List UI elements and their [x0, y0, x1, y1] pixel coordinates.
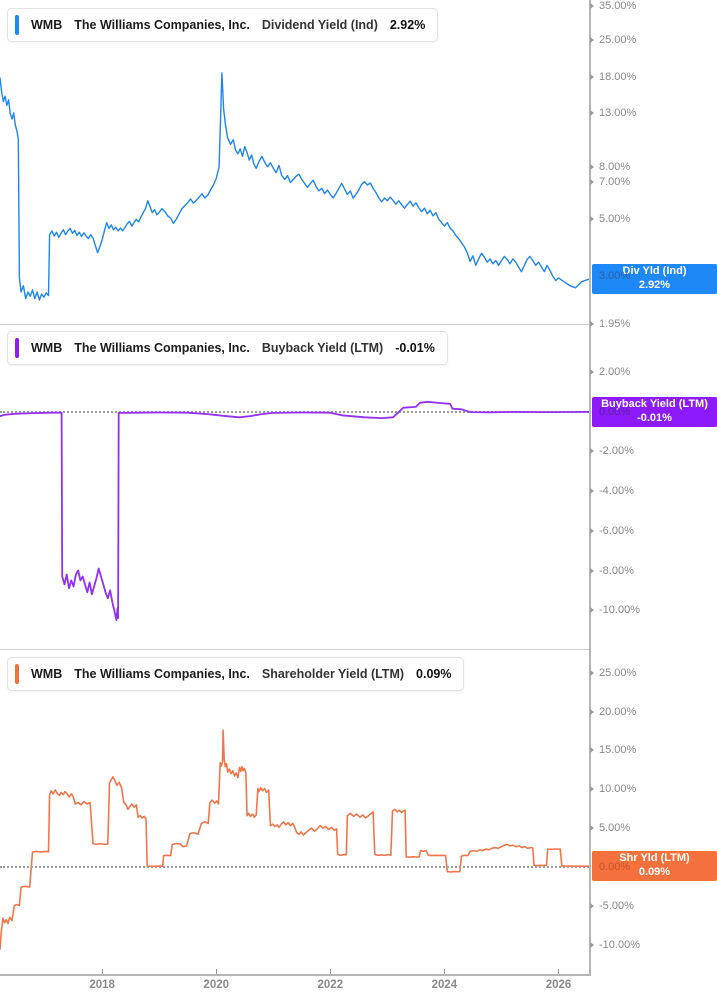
tick-arrow-icon [590, 216, 594, 223]
series-color-bar [15, 338, 19, 358]
y-axis-tick-label-covered: 3.00% [599, 270, 631, 283]
x-axis-tick-mark [215, 969, 217, 974]
y-axis-tick-label-covered: 0.00% [599, 405, 631, 418]
series-line-buyback-yield [0, 400, 590, 622]
ticker-symbol: WMB [31, 667, 63, 681]
y-axis-tick-label: 2.00% [599, 366, 631, 378]
series-line-dividend-yield [0, 72, 590, 301]
tick-arrow-icon [590, 163, 594, 170]
x-axis-year-label: 2022 [317, 979, 344, 991]
plot-area-dividend-yield[interactable] [0, 0, 590, 326]
tick-arrow-icon [590, 567, 594, 574]
tick-arrow-icon [590, 941, 594, 948]
badge-series-name: Shr Yld (LTM) [619, 852, 690, 865]
x-axis-year-label: 2024 [431, 979, 458, 991]
company-name: The Williams Companies, Inc. [74, 18, 250, 32]
x-axis-line [0, 974, 591, 976]
company-name: The Williams Companies, Inc. [74, 667, 250, 681]
x-axis-year-label: 2026 [545, 979, 572, 991]
tick-arrow-icon [590, 902, 594, 909]
current-value-badge-dividend-yield: Div Yld (Ind) 2.92% [592, 264, 717, 295]
y-axis-tick-label: 35.00% [599, 0, 637, 12]
y-axis-tick-label: 8.00% [599, 160, 631, 173]
x-axis-tick-mark [558, 969, 560, 974]
y-axis-tick-label: 10.00% [599, 783, 637, 796]
y-axis-tick-label: -4.00% [599, 485, 634, 498]
series-color-bar [15, 15, 19, 35]
tick-arrow-icon [590, 607, 594, 614]
series-header-dividend-yield[interactable]: WMB The Williams Companies, Inc. Dividen… [7, 8, 439, 42]
tick-arrow-icon [590, 73, 594, 80]
y-axis-tick-label: -2.00% [599, 445, 634, 458]
metric-name: Dividend Yield (Ind) [261, 18, 378, 32]
tick-arrow-icon [590, 825, 594, 832]
tick-arrow-icon [590, 786, 594, 793]
tick-arrow-icon [590, 488, 594, 495]
metric-name: Shareholder Yield (LTM) [261, 667, 405, 681]
plot-area-buyback-yield[interactable] [0, 324, 590, 651]
badge-current-value: -0.01% [637, 411, 672, 424]
y-axis-tick-label: -10.00% [599, 938, 640, 951]
tick-arrow-icon [590, 669, 594, 676]
tick-arrow-icon [590, 37, 594, 44]
badge-series-name: Buyback Yield (LTM) [601, 398, 708, 411]
y-axis-tick-label: -10.00% [599, 604, 640, 617]
y-axis-tick-label: 13.00% [599, 106, 637, 119]
x-axis-year-label: 2020 [203, 979, 230, 991]
tick-arrow-icon [590, 3, 594, 9]
x-axis-tick-mark [101, 969, 103, 974]
y-axis-tick-label: -8.00% [599, 564, 634, 577]
metric-value: -0.01% [395, 341, 435, 355]
y-axis-tick-label: -6.00% [599, 524, 634, 537]
metric-name: Buyback Yield (LTM) [261, 341, 384, 355]
x-axis-tick-mark [443, 969, 445, 974]
y-axis-line [589, 0, 591, 974]
y-axis-tick-label: 25.00% [599, 666, 637, 679]
metric-value: 2.92% [389, 18, 426, 32]
chart-divider [0, 649, 589, 650]
plot-area-shareholder-yield[interactable] [0, 649, 590, 976]
y-axis-tick-label: 20.00% [599, 705, 637, 718]
x-axis-tick-mark [329, 969, 331, 974]
tick-arrow-icon [590, 448, 594, 455]
series-line-shareholder-yield [0, 729, 590, 951]
y-axis-tick-label: -5.00% [599, 899, 634, 912]
zero-reference-line [0, 410, 589, 413]
series-color-bar [15, 664, 19, 684]
series-header-shareholder-yield[interactable]: WMB The Williams Companies, Inc. Shareho… [7, 657, 465, 691]
tick-arrow-icon [590, 178, 594, 185]
series-header-buyback-yield[interactable]: WMB The Williams Companies, Inc. Buyback… [7, 331, 448, 365]
badge-current-value: 0.09% [638, 866, 671, 879]
chart-divider [0, 324, 589, 325]
ticker-symbol: WMB [31, 341, 63, 355]
company-name: The Williams Companies, Inc. [74, 341, 250, 355]
y-axis-tick-label: 7.00% [599, 175, 631, 188]
tick-arrow-icon [590, 321, 594, 327]
y-axis-tick-label: 1.95% [599, 318, 631, 330]
y-axis-tick-label: 25.00% [599, 34, 637, 47]
badge-current-value: 2.92% [638, 279, 671, 292]
x-axis-year-label: 2018 [89, 979, 115, 991]
current-value-badge-buyback-yield: Buyback Yield (LTM) -0.01% [592, 396, 717, 427]
y-axis-tick-label: 15.00% [599, 744, 637, 757]
current-value-badge-shareholder-yield: Shr Yld (LTM) 0.09% [592, 851, 717, 882]
tick-arrow-icon [590, 708, 594, 715]
tick-arrow-icon [590, 527, 594, 534]
badge-series-name: Div Yld (Ind) [622, 265, 687, 278]
y-axis-tick-label: 5.00% [599, 822, 631, 835]
tick-arrow-icon [590, 747, 594, 754]
tick-arrow-icon [590, 109, 594, 116]
ticker-symbol: WMB [31, 18, 63, 32]
y-axis-tick-label: 5.00% [599, 213, 631, 226]
y-axis-tick-label: 18.00% [599, 70, 637, 83]
tick-arrow-icon [590, 369, 594, 375]
metric-value: 0.09% [416, 667, 452, 681]
zero-reference-line [0, 865, 589, 868]
y-axis-tick-label-covered: 0.00% [599, 860, 631, 873]
